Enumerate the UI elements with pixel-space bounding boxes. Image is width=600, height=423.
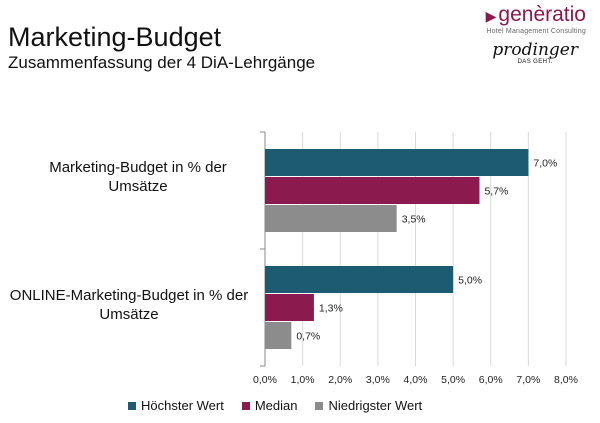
data-label: 3,5% bbox=[402, 214, 426, 226]
legend-label: Median bbox=[254, 398, 298, 413]
x-tick-label: 5,0% bbox=[441, 374, 465, 386]
legend-item-niedrigster-wert: Niedrigster Wert bbox=[315, 398, 422, 413]
legend-item-median: Median bbox=[241, 398, 298, 413]
prodinger-claim: DAS GEHT. bbox=[517, 59, 553, 65]
data-label: 5,0% bbox=[458, 275, 482, 287]
legend-label: Niedrigster Wert bbox=[328, 398, 423, 413]
page-subtitle: Zusammenfassung der 4 DiA-Lehrgänge bbox=[8, 53, 316, 72]
legend-label: Höchster Wert bbox=[141, 398, 224, 413]
legend-item-hoechster-wert: Höchster Wert bbox=[128, 398, 224, 413]
legend-swatch bbox=[241, 401, 250, 410]
legend-swatch bbox=[315, 401, 324, 410]
generatio-logo: ▶genèratio Hotel Management Consulting bbox=[485, 3, 586, 36]
generatio-name: genèratio bbox=[498, 3, 586, 26]
prodinger-logo: prodinger DAS GEHT. bbox=[492, 41, 578, 65]
x-tick-label: 0,0% bbox=[253, 374, 277, 386]
data-label: 5,7% bbox=[484, 186, 508, 198]
data-label: 0,7% bbox=[296, 331, 320, 343]
x-tick-label: 2,0% bbox=[328, 374, 352, 386]
bar bbox=[265, 205, 397, 232]
bar bbox=[265, 294, 314, 321]
page-title: Marketing-Budget bbox=[8, 22, 222, 52]
chart-legend: Höchster Wert Median Niedrigster Wert bbox=[128, 398, 422, 413]
x-tick-label: 7,0% bbox=[516, 374, 540, 386]
bar bbox=[265, 177, 480, 204]
category-label-online-marketing: ONLINE-Marketing-Budget in % der Umsätze bbox=[9, 287, 249, 323]
data-label: 1,3% bbox=[319, 303, 343, 315]
x-tick-label: 6,0% bbox=[479, 374, 503, 386]
bar bbox=[265, 149, 529, 176]
x-tick-label: 3,0% bbox=[366, 374, 390, 386]
x-tick-label: 8,0% bbox=[554, 374, 578, 386]
generatio-tagline: Hotel Management Consulting bbox=[486, 28, 586, 35]
play-triangle-icon: ▶ bbox=[485, 8, 497, 24]
data-label: 7,0% bbox=[533, 158, 557, 170]
prodinger-name: prodinger bbox=[492, 40, 578, 60]
category-label-marketing: Marketing-Budget in % der Umsätze bbox=[49, 159, 227, 195]
x-tick-label: 4,0% bbox=[404, 374, 428, 386]
legend-swatch bbox=[128, 401, 136, 410]
x-tick-label: 1,0% bbox=[291, 374, 315, 386]
bar bbox=[265, 322, 292, 349]
bar bbox=[265, 266, 454, 293]
